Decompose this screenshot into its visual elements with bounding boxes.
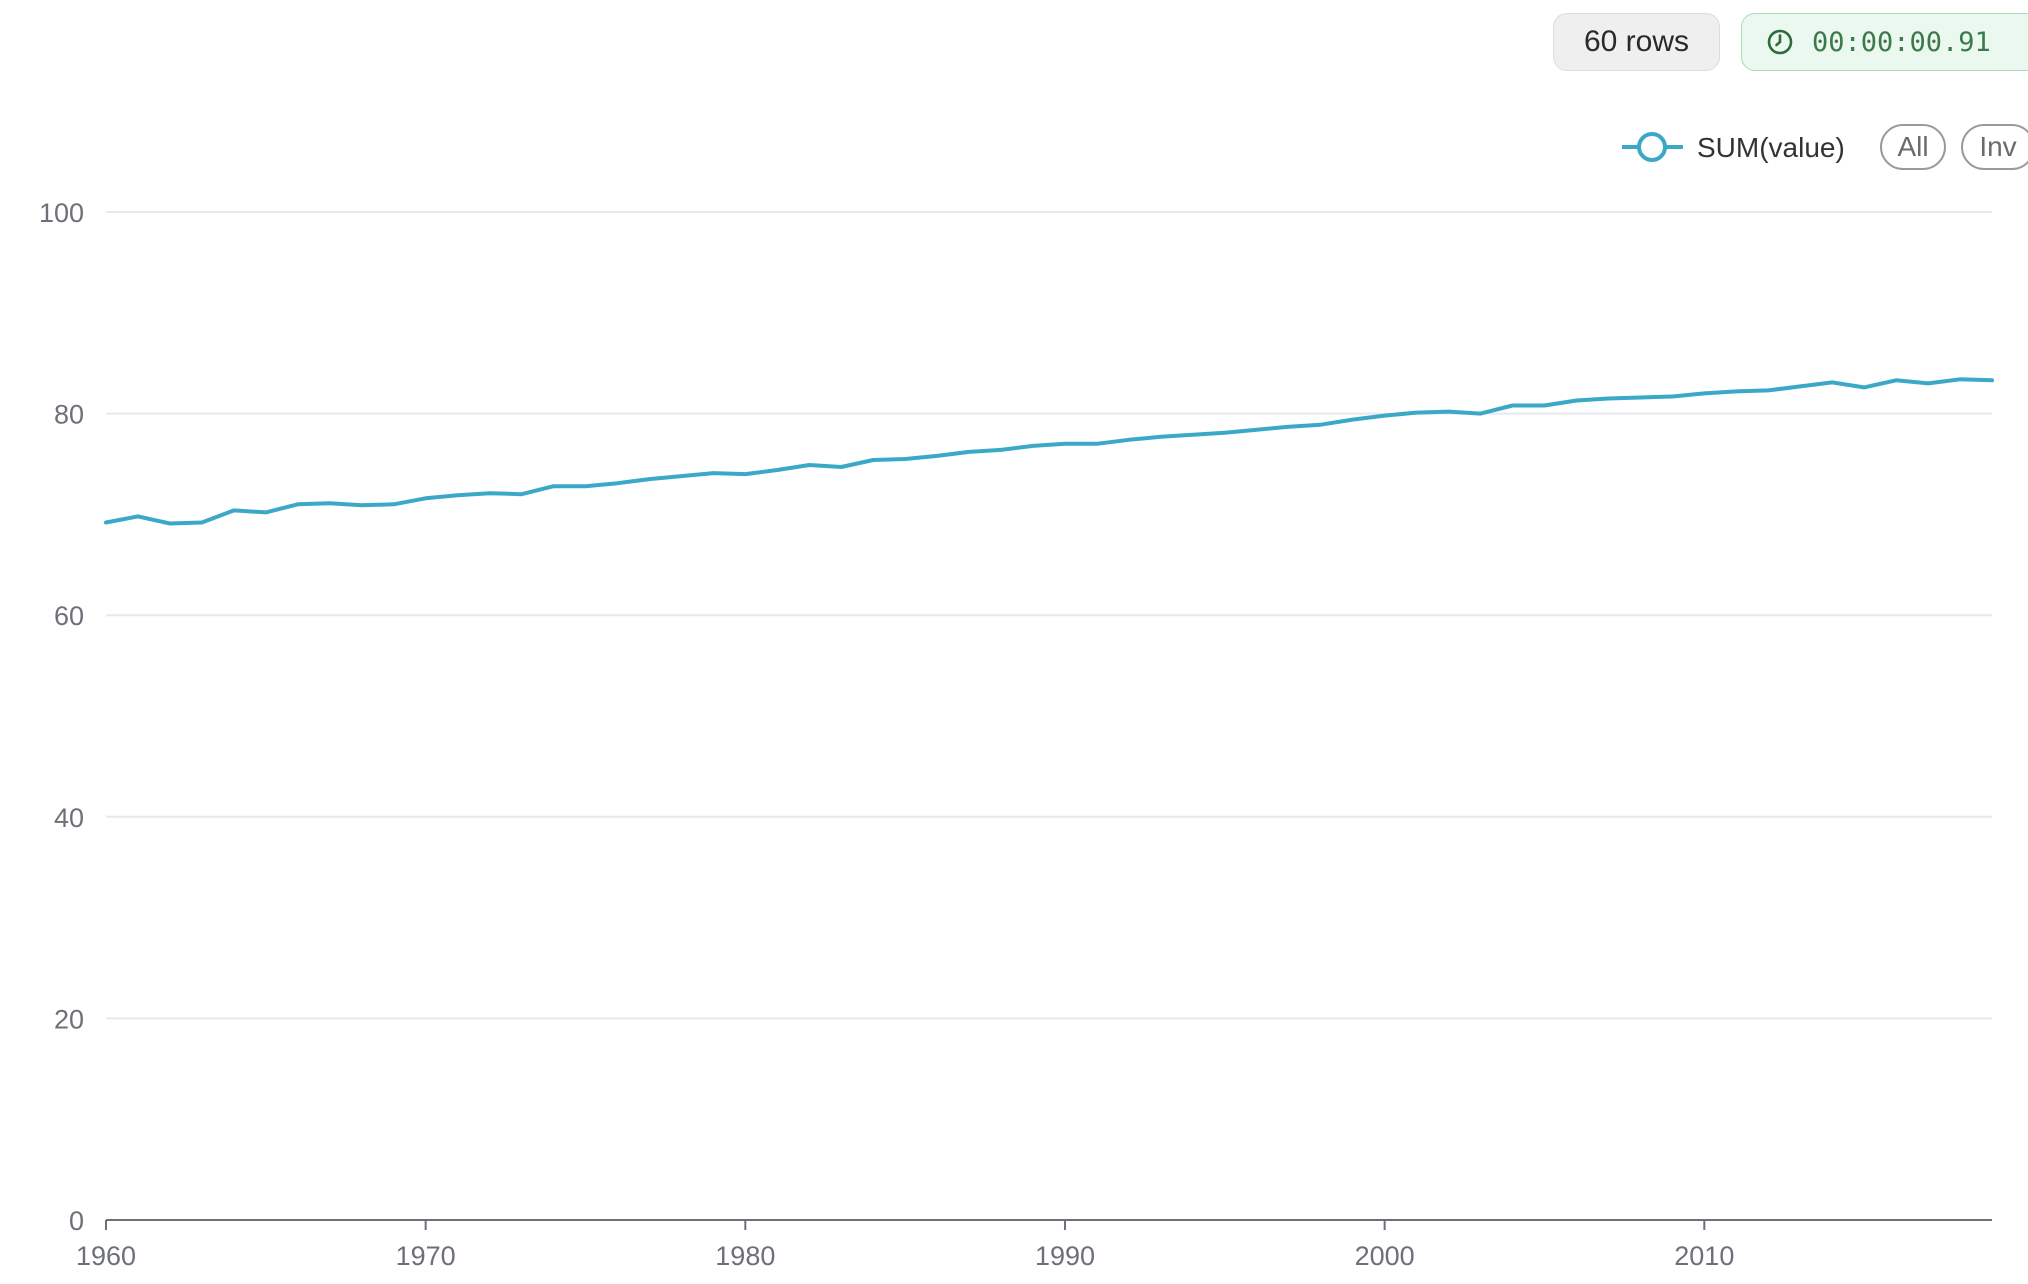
data-point bbox=[357, 500, 367, 510]
data-point bbox=[453, 490, 463, 500]
data-point bbox=[293, 499, 303, 509]
legend-invert-button[interactable]: Inv bbox=[1961, 124, 2028, 170]
data-point bbox=[676, 471, 686, 481]
data-point bbox=[996, 445, 1006, 455]
legend-item-sum-value[interactable]: SUM(value) bbox=[1622, 132, 1845, 163]
data-point bbox=[1571, 395, 1581, 405]
x-tick-label: 2010 bbox=[1674, 1241, 1734, 1271]
data-point bbox=[1156, 432, 1166, 442]
data-point bbox=[1476, 409, 1486, 419]
data-point bbox=[900, 454, 910, 464]
series-layer bbox=[101, 374, 1997, 528]
data-point bbox=[229, 505, 239, 515]
legend-select-all-button[interactable]: All bbox=[1880, 124, 1946, 170]
data-point bbox=[1795, 381, 1805, 391]
x-tick-label: 1980 bbox=[715, 1241, 775, 1271]
data-point bbox=[325, 498, 335, 508]
data-point bbox=[580, 481, 590, 491]
data-point bbox=[1667, 391, 1677, 401]
data-point bbox=[1699, 388, 1709, 398]
data-point bbox=[1092, 439, 1102, 449]
x-tick-label: 1990 bbox=[1035, 1241, 1095, 1271]
data-point bbox=[1508, 401, 1518, 411]
data-point bbox=[1188, 430, 1198, 440]
clock-icon bbox=[1767, 29, 1793, 55]
data-point bbox=[1891, 375, 1901, 385]
data-point bbox=[261, 507, 271, 517]
query-timer-badge: 00:00:00.91 bbox=[1741, 13, 2028, 71]
data-point bbox=[101, 517, 111, 527]
data-point bbox=[1380, 411, 1390, 421]
timer-value: 00:00:00.91 bbox=[1812, 26, 1991, 58]
data-point bbox=[836, 462, 846, 472]
data-point bbox=[1603, 393, 1613, 403]
x-tick-label: 1960 bbox=[76, 1241, 136, 1271]
row-count-badge: 60 rows bbox=[1553, 13, 1720, 71]
data-point bbox=[964, 447, 974, 457]
data-point bbox=[612, 478, 622, 488]
y-tick-label: 80 bbox=[54, 400, 84, 430]
x-tick-label: 2000 bbox=[1355, 1241, 1415, 1271]
data-point bbox=[1316, 420, 1326, 430]
x-tick-label: 1970 bbox=[396, 1241, 456, 1271]
data-point bbox=[389, 499, 399, 509]
series-line-sum-value bbox=[104, 377, 1994, 526]
data-point bbox=[421, 493, 431, 503]
data-point bbox=[1923, 378, 1933, 388]
data-point bbox=[1060, 439, 1070, 449]
legend-all-label: All bbox=[1897, 131, 1929, 162]
data-point bbox=[197, 517, 207, 527]
legend-circle-icon bbox=[1637, 132, 1667, 162]
data-point bbox=[517, 489, 527, 499]
data-point bbox=[1252, 425, 1262, 435]
data-point bbox=[1028, 441, 1038, 451]
data-point bbox=[485, 488, 495, 498]
grid-lines bbox=[106, 211, 1992, 1020]
data-point bbox=[1348, 415, 1358, 425]
data-point bbox=[644, 474, 654, 484]
data-point bbox=[133, 511, 143, 521]
y-tick-label: 20 bbox=[54, 1004, 84, 1034]
data-point bbox=[1124, 435, 1134, 445]
data-point bbox=[1731, 386, 1741, 396]
data-point bbox=[1827, 377, 1837, 387]
data-point bbox=[1763, 385, 1773, 395]
data-point bbox=[708, 468, 718, 478]
data-point bbox=[1220, 428, 1230, 438]
data-point bbox=[868, 455, 878, 465]
data-point bbox=[165, 518, 175, 528]
data-point bbox=[932, 451, 942, 461]
y-tick-label: 60 bbox=[54, 601, 84, 631]
data-point bbox=[1987, 375, 1997, 385]
y-tick-label: 40 bbox=[54, 803, 84, 833]
data-point bbox=[740, 469, 750, 479]
data-point bbox=[1284, 422, 1294, 432]
y-tick-label: 0 bbox=[69, 1206, 84, 1236]
data-point bbox=[772, 465, 782, 475]
data-point bbox=[1859, 382, 1869, 392]
data-point bbox=[1635, 392, 1645, 402]
data-point bbox=[1412, 408, 1422, 418]
x-axis-tick-labels: 1960 1970 1980 1990 2000 2010 bbox=[76, 1241, 1734, 1271]
row-count-label: 60 rows bbox=[1583, 25, 1690, 58]
data-point bbox=[804, 460, 814, 470]
data-point bbox=[1444, 407, 1454, 417]
legend-inv-label: Inv bbox=[1979, 131, 2017, 162]
data-point bbox=[549, 481, 559, 491]
data-point bbox=[1955, 374, 1965, 384]
y-tick-label: 100 bbox=[39, 198, 84, 228]
data-point bbox=[1539, 401, 1549, 411]
x-axis bbox=[105, 1219, 1992, 1230]
y-axis-tick-labels: 0 20 40 60 80 100 bbox=[39, 198, 84, 1236]
legend-series-label: SUM(value) bbox=[1697, 132, 1845, 163]
